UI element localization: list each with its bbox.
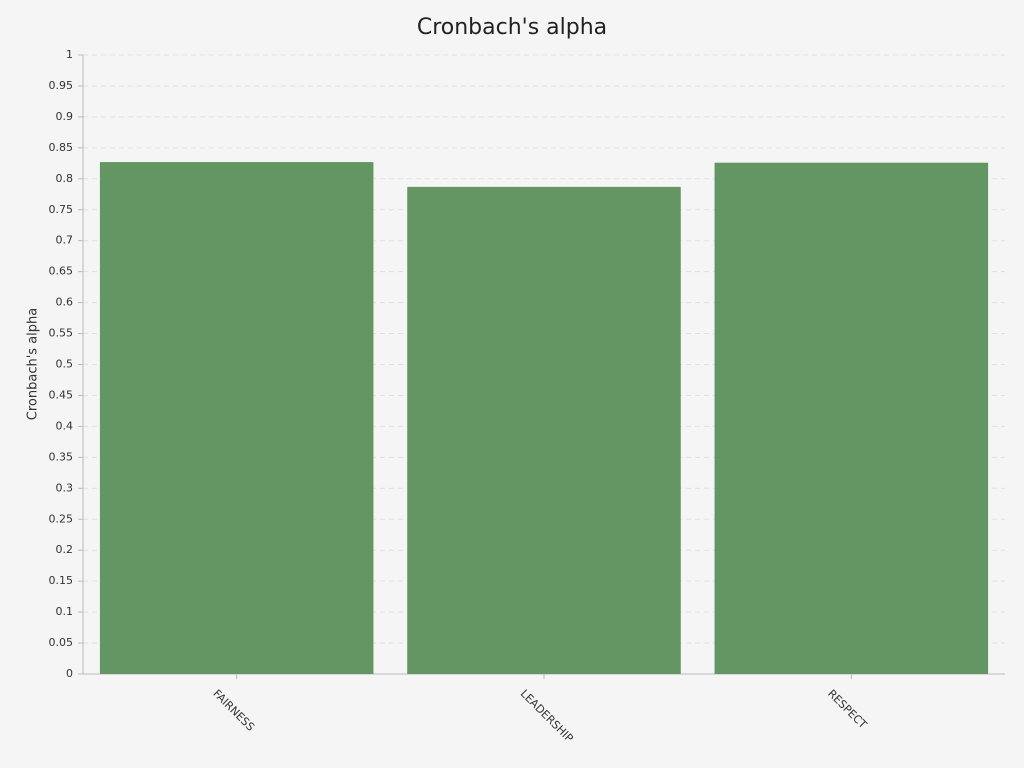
y-tick-label: 1 <box>66 48 73 61</box>
y-tick-label: 0.75 <box>49 203 74 216</box>
bar <box>99 162 374 674</box>
chart-title: Cronbach's alpha <box>417 15 607 40</box>
x-tick-label: RESPECT <box>825 687 869 731</box>
y-tick-label: 0.55 <box>49 327 74 340</box>
y-tick-label: 0.2 <box>56 543 74 556</box>
y-tick-label: 0.6 <box>56 296 74 309</box>
y-tick-label: 0.15 <box>49 574 74 587</box>
y-tick-label: 0.1 <box>56 605 74 618</box>
y-tick-label: 0.65 <box>49 265 74 278</box>
y-tick-label: 0.05 <box>49 636 74 649</box>
y-tick-label: 0.95 <box>49 79 74 92</box>
y-tick-label: 0.7 <box>56 234 74 247</box>
y-tick-label: 0.8 <box>56 172 74 185</box>
y-tick-label: 0.9 <box>56 110 74 123</box>
x-tick-label: FAIRNESS <box>210 687 257 734</box>
y-tick-label: 0.4 <box>56 419 74 432</box>
y-axis-title: Cronbach's alpha <box>26 308 41 420</box>
x-tick-label: LEADERSHIP <box>518 687 576 745</box>
y-tick-label: 0.25 <box>49 512 74 525</box>
y-tick-label: 0.45 <box>49 388 74 401</box>
bar <box>714 162 989 674</box>
y-tick-label: 0.3 <box>56 481 74 494</box>
y-tick-label: 0.35 <box>49 450 74 463</box>
y-tick-label: 0 <box>66 667 73 680</box>
bar <box>407 186 681 675</box>
y-tick-label: 0.85 <box>49 141 74 154</box>
y-tick-label: 0.5 <box>56 358 74 371</box>
